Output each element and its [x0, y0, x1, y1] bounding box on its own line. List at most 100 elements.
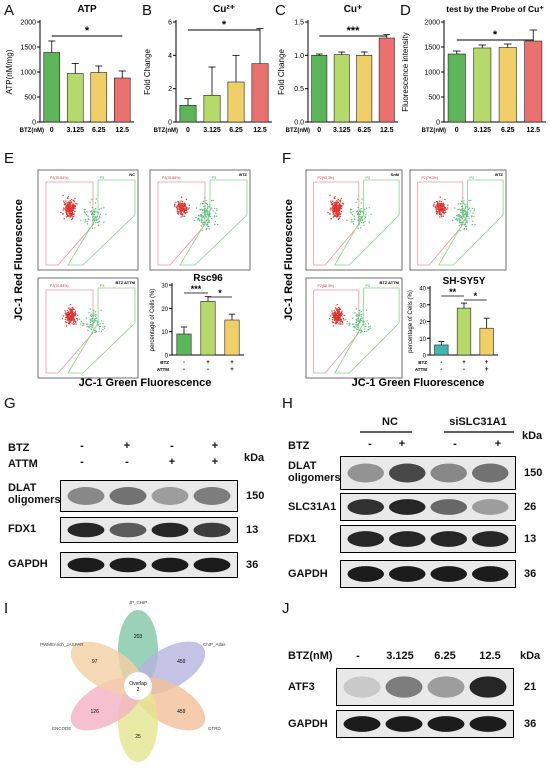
flow-event [202, 221, 205, 223]
chart-a-atp: ATP ATP(nM/mg) 0 500 1000 1500 2000 0 3.125 6.25 1… [5, 4, 134, 134]
flow-event [68, 211, 70, 214]
blot-band [67, 487, 105, 505]
flow-event [435, 208, 437, 210]
flow-event [71, 208, 73, 210]
flow-event [84, 221, 86, 223]
flow-event [206, 210, 208, 213]
flow-event [462, 221, 464, 223]
flow-event [342, 203, 345, 205]
flow-event [86, 326, 88, 328]
flow-event [71, 214, 73, 216]
blot-row-label: DLAT oligomers [8, 482, 61, 506]
flow-plot-frame [305, 169, 403, 271]
flow-event [463, 228, 466, 230]
flow-event [337, 311, 340, 314]
flow-event [212, 210, 214, 212]
flow-event [439, 196, 441, 198]
sig-label: *** [347, 25, 361, 37]
flow-event [95, 222, 97, 224]
flow-event [341, 202, 344, 204]
flow-event [184, 203, 186, 206]
flow-event [180, 216, 182, 218]
flow-plot: P2(93.3%) P3 SnM [305, 169, 403, 271]
flow-event [88, 312, 90, 314]
flow-event [95, 198, 97, 200]
flow-event [360, 313, 363, 316]
flow-event [66, 207, 69, 209]
y-axis-label: percentage of Cells (%) [408, 290, 414, 353]
flow-event [71, 323, 73, 325]
flow-event [66, 214, 69, 216]
flow-event [472, 220, 474, 223]
flow-event [209, 212, 211, 215]
gate-red [45, 289, 94, 374]
flow-event [442, 211, 445, 214]
blot-row-label: GAPDH [288, 718, 328, 730]
flow-event [460, 200, 463, 202]
flow-event [97, 224, 100, 226]
flow-event [92, 222, 95, 224]
flow-event [73, 204, 75, 206]
flow-event [186, 206, 188, 209]
flow-event [357, 206, 359, 209]
flow-event [195, 216, 197, 219]
flow-event [339, 308, 342, 310]
flow-event [62, 209, 64, 211]
flow-event [458, 218, 460, 220]
x-tick-label: 0 [50, 127, 54, 134]
blot-band [347, 566, 385, 582]
blot-row-label: FDX1 [288, 533, 317, 545]
flow-event [329, 209, 331, 211]
gate-red [417, 181, 464, 266]
flow-event [360, 207, 362, 210]
flow-event [90, 325, 92, 328]
flow-event [463, 202, 465, 205]
flow-event [464, 206, 467, 208]
flow-event [71, 216, 74, 218]
kda-label: kDa [522, 430, 543, 442]
flow-event [465, 217, 467, 219]
flow-event [468, 207, 471, 209]
x-tick-label: 12.5 [380, 127, 394, 134]
flow-event [69, 200, 71, 202]
flow-event [335, 203, 337, 206]
flow-event [335, 214, 337, 216]
flow-event [349, 211, 352, 213]
flow-event [94, 212, 96, 214]
flow-event [356, 313, 358, 315]
flow-event [440, 213, 443, 215]
flow-event [68, 323, 71, 325]
flow-event [361, 198, 363, 200]
flow-event [205, 223, 207, 226]
flow-event [91, 198, 93, 200]
flow-event [334, 315, 337, 317]
flow-event [463, 200, 465, 202]
flow-event [346, 323, 348, 325]
flow-event [68, 307, 70, 309]
flow-event [90, 328, 92, 330]
flow-event [329, 207, 332, 209]
flow-event [333, 313, 336, 315]
flow-event [90, 320, 92, 322]
gate-green [334, 287, 400, 374]
flow-event [355, 318, 357, 321]
flow-event [341, 310, 343, 312]
flow-event [368, 221, 370, 223]
flow-event [459, 230, 461, 232]
flow-event [72, 307, 74, 309]
flow-event [335, 209, 337, 212]
flow-event [64, 312, 67, 314]
flow-event [349, 208, 352, 211]
treatment-mark: + [206, 360, 210, 366]
flow-event [70, 316, 73, 318]
flow-event [98, 330, 100, 333]
flow-event [176, 208, 178, 210]
flow-event [185, 212, 187, 214]
flow-event [97, 212, 99, 214]
flow-event [72, 323, 75, 325]
flow-event [69, 202, 71, 204]
flow-event [98, 215, 101, 218]
flow-event [89, 324, 91, 326]
flow-event [66, 202, 68, 204]
flow-event [74, 313, 77, 316]
